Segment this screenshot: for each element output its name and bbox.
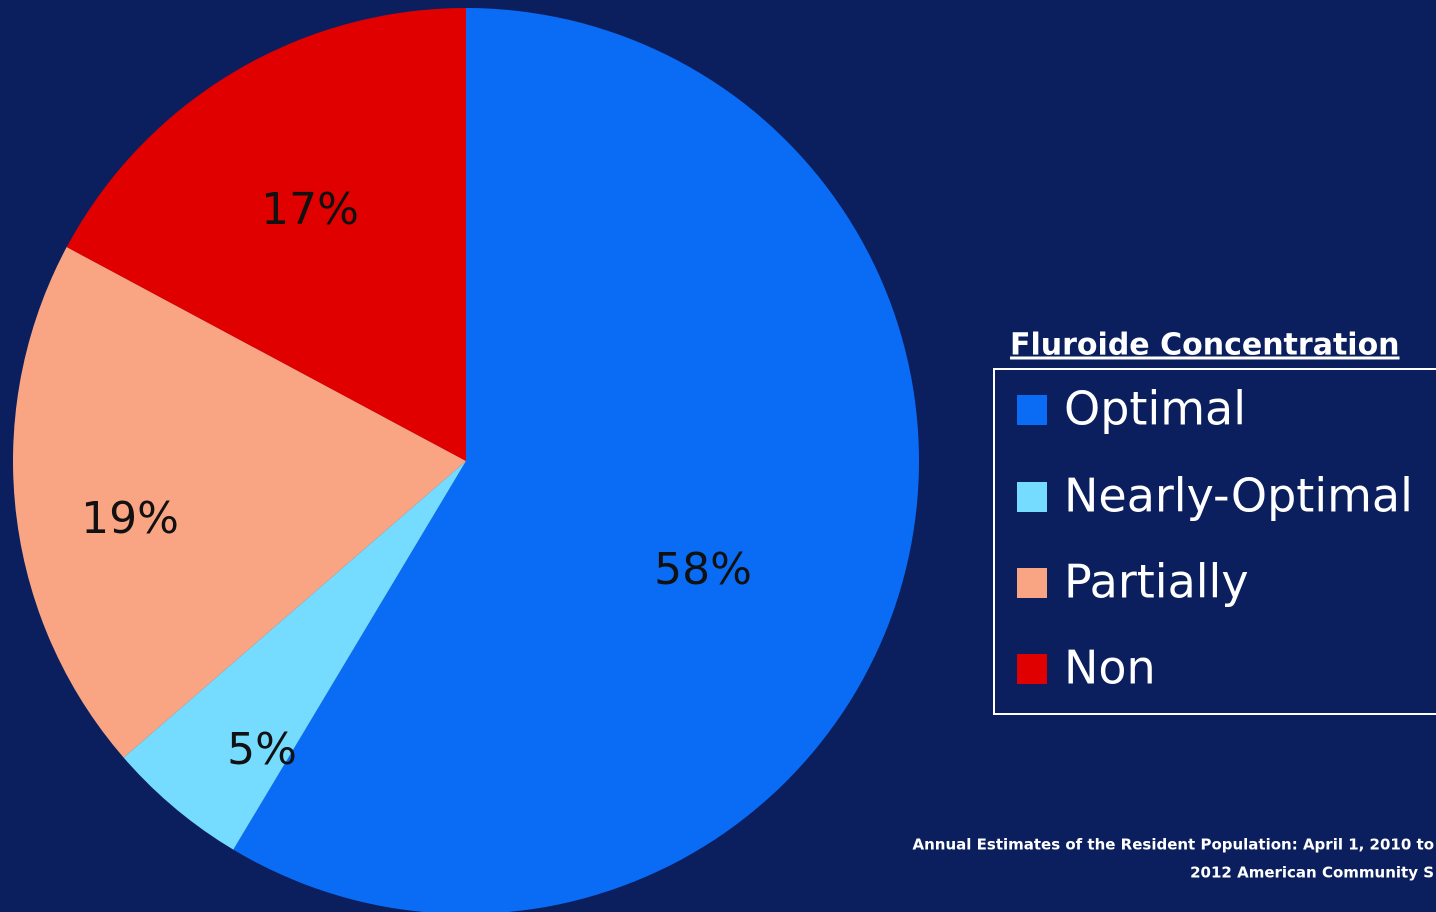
pie-slice bbox=[123, 461, 466, 850]
pie-slice bbox=[66, 8, 466, 461]
legend-swatch bbox=[1017, 482, 1047, 512]
pie-slice bbox=[233, 8, 919, 912]
legend-swatch bbox=[1017, 568, 1047, 598]
pie-slice bbox=[12, 247, 466, 758]
legend-label: Nearly-Optimal bbox=[1064, 469, 1413, 523]
legend-swatch bbox=[1017, 654, 1047, 684]
data-label: 58% bbox=[654, 544, 752, 595]
data-label: 5% bbox=[227, 724, 297, 775]
legend-label: Non bbox=[1064, 641, 1156, 695]
legend-swatch bbox=[1017, 395, 1047, 425]
legend-label: Partially bbox=[1064, 555, 1249, 609]
data-label: 19% bbox=[81, 493, 179, 544]
legend-label: Optimal bbox=[1064, 382, 1246, 436]
source-note: 2012 American Community S bbox=[1190, 864, 1434, 882]
legend-title: Fluroide Concentration bbox=[1010, 328, 1400, 363]
data-label: 17% bbox=[261, 184, 359, 235]
source-note: Annual Estimates of the Resident Populat… bbox=[913, 836, 1434, 854]
legend-box bbox=[993, 368, 1436, 715]
